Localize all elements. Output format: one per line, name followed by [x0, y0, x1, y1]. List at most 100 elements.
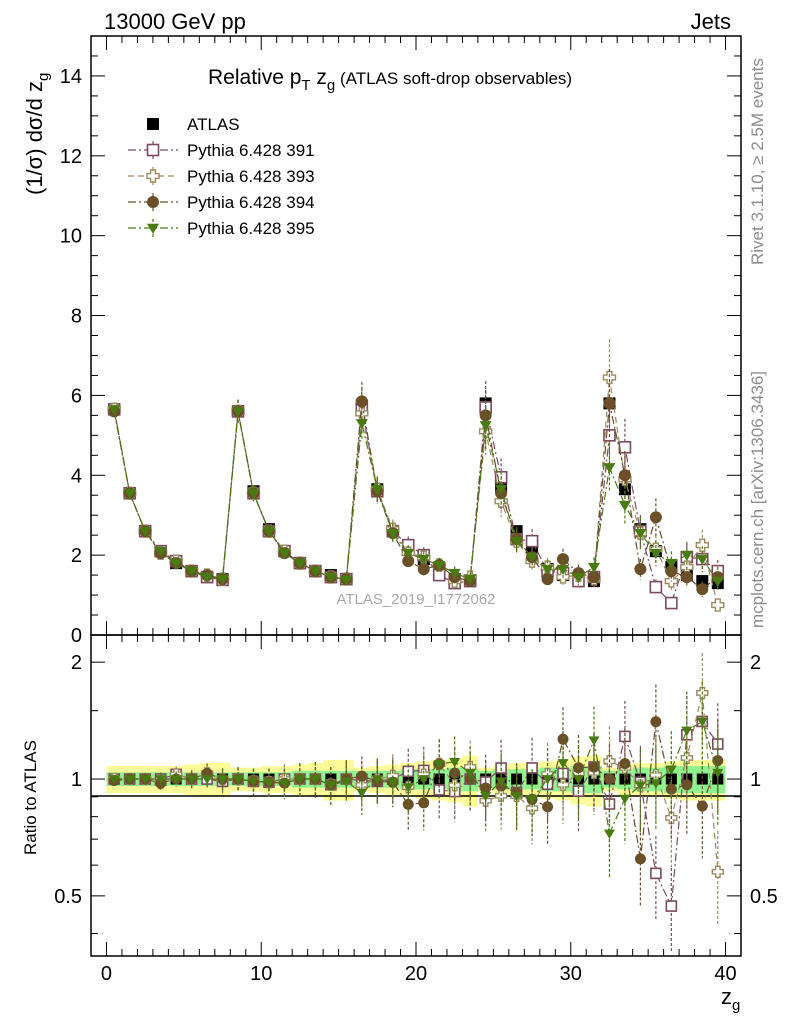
data-point	[309, 566, 322, 578]
series-line	[113, 409, 719, 582]
energy-label: 13000 GeV pp	[104, 9, 246, 34]
ratio-y-axis-label: Ratio to ATLAS	[21, 740, 40, 855]
data-point	[526, 552, 539, 564]
data-point	[371, 775, 383, 785]
data-point	[588, 736, 600, 746]
data-point	[402, 548, 415, 560]
data-point	[293, 558, 306, 570]
y-tick-label: 8	[71, 306, 82, 328]
data-point	[696, 583, 709, 596]
y-tick-label: 12	[60, 146, 82, 168]
data-point	[217, 775, 229, 785]
data-point	[649, 580, 663, 594]
data-point	[387, 778, 399, 788]
data-point	[294, 775, 306, 785]
data-point	[634, 781, 646, 792]
data-point	[417, 554, 430, 566]
data-point	[402, 555, 415, 568]
data-point	[618, 469, 631, 482]
data-point	[557, 733, 569, 745]
data-point	[649, 511, 662, 524]
data-point	[650, 779, 662, 789]
data-point	[680, 550, 693, 562]
x-tick-label: 20	[405, 963, 427, 985]
data-point	[155, 775, 167, 785]
series-line	[113, 401, 719, 590]
data-point	[449, 758, 461, 768]
data-point	[542, 775, 554, 785]
legend-label: ATLAS	[187, 115, 240, 134]
data-point	[603, 463, 616, 474]
data-point	[124, 775, 136, 785]
data-point	[324, 572, 337, 584]
data-point	[479, 421, 492, 432]
data-point	[526, 795, 538, 805]
y-tick-label: 10	[60, 226, 82, 248]
data-point	[479, 409, 492, 422]
data-point	[123, 489, 136, 500]
data-point	[634, 563, 647, 576]
data-point	[340, 575, 353, 586]
data-point	[696, 554, 709, 566]
y-tick-label: 6	[71, 385, 82, 407]
data-point	[495, 777, 507, 787]
ratio-tick-label: 1	[71, 769, 82, 791]
data-point	[170, 775, 182, 785]
ratio-series	[108, 653, 724, 952]
data-point	[634, 528, 647, 540]
data-point	[371, 485, 384, 496]
data-point	[480, 791, 492, 802]
data-point	[278, 779, 290, 789]
data-point	[557, 564, 570, 576]
data-point	[541, 573, 554, 586]
data-point	[634, 853, 646, 865]
data-point	[201, 572, 214, 584]
data-point	[108, 775, 120, 785]
data-point	[386, 528, 399, 540]
ratio-tick-label: 2	[750, 652, 761, 674]
data-point	[603, 773, 615, 785]
data-point	[619, 794, 631, 805]
data-point	[587, 571, 600, 584]
y-axis-label: (1/σ) dσ/d zg	[22, 73, 52, 195]
mcplots-label: mcplots.cern.ch [arXiv:1306.3436]	[748, 371, 767, 628]
data-point	[464, 574, 477, 586]
main-series	[107, 339, 725, 612]
data-point	[619, 730, 631, 743]
category-label: Jets	[691, 9, 731, 34]
data-point	[146, 169, 160, 183]
data-point	[232, 775, 244, 785]
legend: ATLAS Pythia 6.428 391 Pythia 6.428 393 Pyt…	[128, 115, 315, 238]
data-point	[602, 370, 617, 385]
data-point	[680, 571, 693, 584]
data-point	[526, 762, 538, 774]
legend-label: Pythia 6.428 391	[187, 141, 315, 160]
data-point	[139, 526, 152, 538]
data-point	[355, 395, 368, 408]
data-point	[356, 788, 368, 799]
rivet-label: Rivet 3.1.10, ≥ 2.5M events	[748, 58, 767, 265]
data-point	[154, 546, 167, 558]
x-tick-label: 0	[101, 963, 112, 985]
data-point	[247, 489, 260, 500]
data-point	[355, 419, 368, 430]
data-point	[278, 548, 291, 560]
data-point	[309, 775, 321, 785]
data-point	[511, 792, 523, 802]
data-point	[433, 760, 445, 770]
data-point	[433, 560, 446, 572]
data-point	[325, 780, 337, 791]
data-point	[618, 483, 631, 496]
data-point	[665, 565, 678, 578]
ratio-tick-label: 2	[71, 652, 82, 674]
data-point	[650, 867, 662, 880]
data-point	[603, 829, 615, 839]
data-point	[248, 777, 259, 787]
data-point	[139, 775, 151, 785]
data-point	[556, 778, 570, 791]
data-point	[573, 775, 584, 785]
ratio-uncertainty-bands	[106, 755, 726, 807]
x-tick-label: 10	[250, 963, 272, 985]
ratio-line	[114, 720, 719, 909]
